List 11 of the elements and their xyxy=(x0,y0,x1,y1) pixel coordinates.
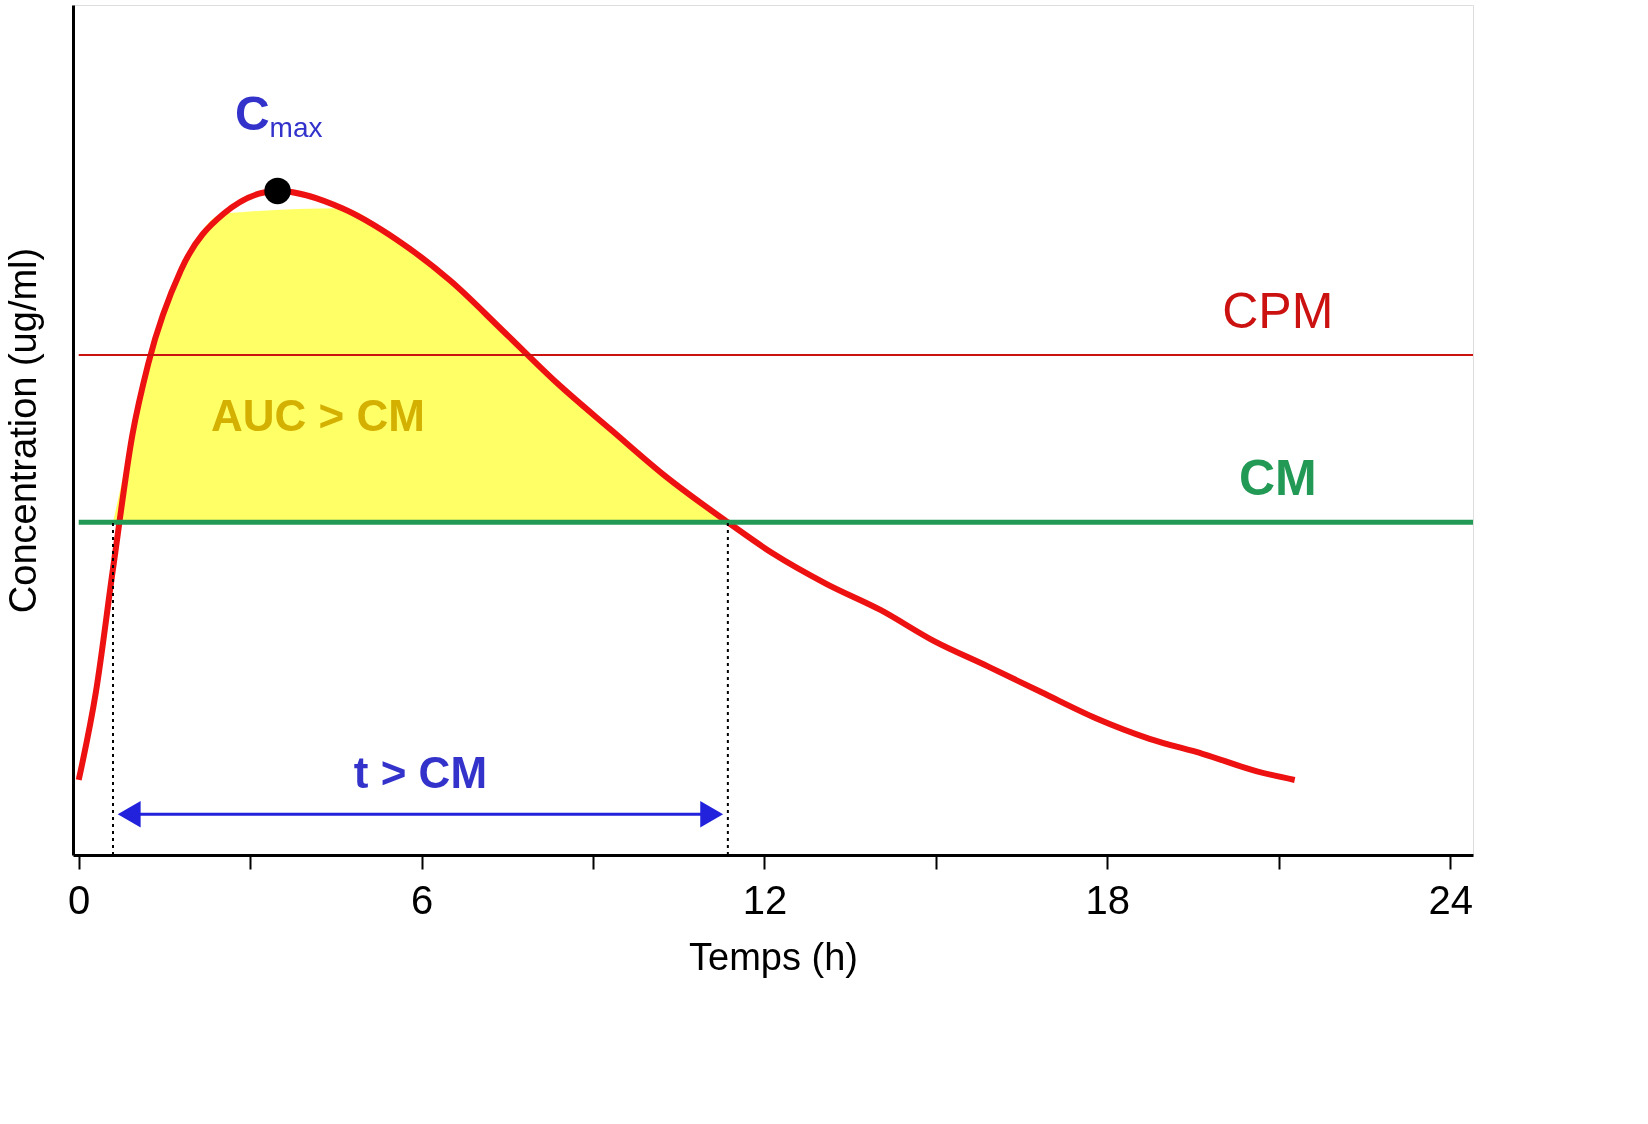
x-tick-label: 24 xyxy=(1428,877,1473,922)
ref-line-label: CM xyxy=(1238,450,1317,507)
ref-line-label: CPM xyxy=(1222,282,1334,339)
x-axis-title: Temps (h) xyxy=(689,935,858,978)
x-tick-label: 6 xyxy=(410,877,434,922)
annotation: AUC > CM xyxy=(211,391,425,441)
x-tick-label: 0 xyxy=(68,877,91,922)
x-tick-label: 12 xyxy=(742,877,788,922)
y-axis-title: Concentration (ug/ml) xyxy=(1,247,44,614)
x-tick-label: 18 xyxy=(1085,877,1131,922)
annotation: t > CM xyxy=(353,748,488,798)
